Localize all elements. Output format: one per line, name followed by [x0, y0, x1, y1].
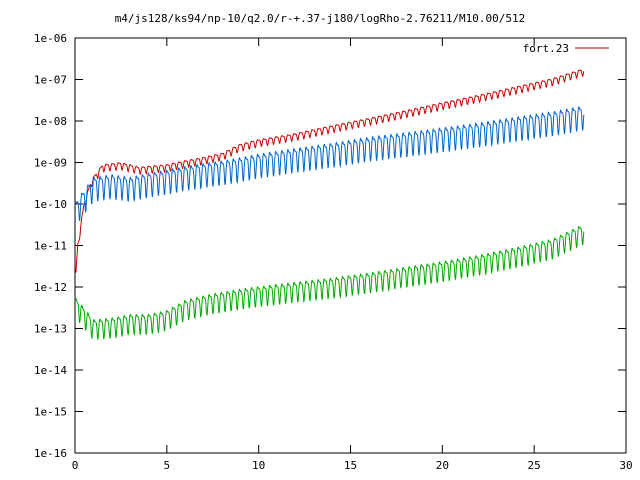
x-tick-label: 25: [528, 459, 541, 472]
x-tick-label: 30: [619, 459, 632, 472]
y-tick-label: 1e-12: [34, 281, 67, 294]
plot-frame: [74, 37, 627, 454]
series-line-3: [75, 225, 585, 340]
x-tick-label: 0: [72, 459, 79, 472]
y-tick-label: 1e-13: [34, 323, 67, 336]
y-tick-label: 1e-09: [34, 157, 67, 170]
series-line-2: [75, 106, 585, 221]
x-tick-label: 15: [344, 459, 357, 472]
plot-area: [75, 69, 585, 340]
y-tick-label: 1e-10: [34, 198, 67, 211]
y-tick-label: 1e-16: [34, 447, 67, 460]
y-tick-label: 1e-15: [34, 406, 67, 419]
x-tick-label: 5: [164, 459, 171, 472]
y-axis: 1e-16 1e-15 1e-14 1e-13 1e-12 1e-11 1e-10 1e-09…: [34, 32, 626, 460]
y-tick-label: 1e-06: [34, 32, 67, 45]
y-tick-label: 1e-07: [34, 74, 67, 87]
y-tick-label: 1e-08: [34, 115, 67, 128]
x-axis: 0 5 10 15 20 25 30: [72, 38, 633, 472]
legend: fort.23: [523, 42, 609, 55]
x-tick-label: 10: [252, 459, 265, 472]
legend-label: fort.23: [523, 42, 569, 55]
y-tick-label: 1e-11: [34, 240, 67, 253]
chart-title: m4/js128/ks94/np-10/q2.0/r-+.37-j180/log…: [115, 12, 526, 25]
y-tick-label: 1e-14: [34, 364, 67, 377]
series-line-1: [75, 69, 585, 273]
x-tick-label: 20: [436, 459, 449, 472]
